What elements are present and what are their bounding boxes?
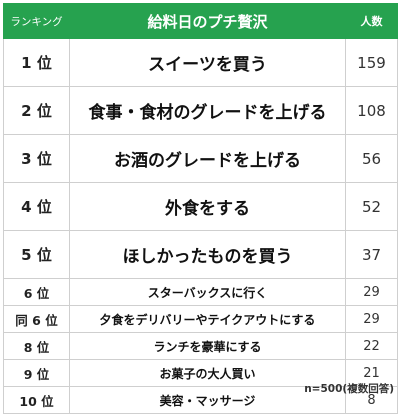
table-title: 給料日のプチ贅沢: [69, 3, 346, 39]
rank-cell: 同 6 位: [3, 305, 70, 333]
table-row: 5 位 ほしかったものを買う 37: [3, 230, 398, 279]
table-row: 6 位 スターバックスに行く 29: [3, 278, 398, 306]
count-cell: 108: [345, 86, 398, 135]
rank-cell: 5 位: [3, 230, 70, 279]
rank-cell: 1 位: [3, 38, 70, 87]
header-row: ランキング 給料日のプチ贅沢 人数: [3, 3, 398, 39]
item-cell: ランチを豪華にする: [69, 332, 346, 360]
table-row: 4 位 外食をする 52: [3, 182, 398, 231]
table-row: 2 位 食事・食材のグレードを上げる 108: [3, 86, 398, 135]
item-cell: 外食をする: [69, 182, 346, 231]
sample-size-note: n=500(複数回答): [304, 383, 394, 395]
rank-cell: 2 位: [3, 86, 70, 135]
count-cell: 29: [345, 278, 398, 306]
table-row: 8 位 ランチを豪華にする 22: [3, 332, 398, 360]
item-cell: お菓子の大人買い: [69, 359, 346, 387]
item-cell: 夕食をデリバリーやテイクアウトにする: [69, 305, 346, 333]
table-header: ランキング 給料日のプチ贅沢 人数: [3, 3, 398, 39]
rank-cell: 9 位: [3, 359, 70, 387]
item-cell: ほしかったものを買う: [69, 230, 346, 279]
table-body: 1 位 スイーツを買う 159 2 位 食事・食材のグレードを上げる 108 3…: [3, 38, 398, 414]
rank-cell: 3 位: [3, 134, 70, 183]
count-cell: 37: [345, 230, 398, 279]
count-cell: 56: [345, 134, 398, 183]
count-cell: 22: [345, 332, 398, 360]
rank-cell: 10 位: [3, 386, 70, 414]
rank-column-header: ランキング: [3, 3, 70, 39]
count-cell: 52: [345, 182, 398, 231]
item-cell: お酒のグレードを上げる: [69, 134, 346, 183]
rank-cell: 6 位: [3, 278, 70, 306]
item-cell: 食事・食材のグレードを上げる: [69, 86, 346, 135]
table-row: 同 6 位 夕食をデリバリーやテイクアウトにする 29: [3, 305, 398, 333]
count-column-header: 人数: [345, 3, 398, 39]
rank-cell: 8 位: [3, 332, 70, 360]
table-row: 1 位 スイーツを買う 159: [3, 38, 398, 87]
table-row: 9 位 お菓子の大人買い 21: [3, 359, 398, 387]
item-cell: スターバックスに行く: [69, 278, 346, 306]
count-cell: 29: [345, 305, 398, 333]
ranking-table: ランキング 給料日のプチ贅沢 人数 1 位 スイーツを買う 159 2 位 食事…: [3, 3, 398, 414]
item-cell: スイーツを買う: [69, 38, 346, 87]
count-cell: 159: [345, 38, 398, 87]
table-row: 3 位 お酒のグレードを上げる 56: [3, 134, 398, 183]
rank-cell: 4 位: [3, 182, 70, 231]
